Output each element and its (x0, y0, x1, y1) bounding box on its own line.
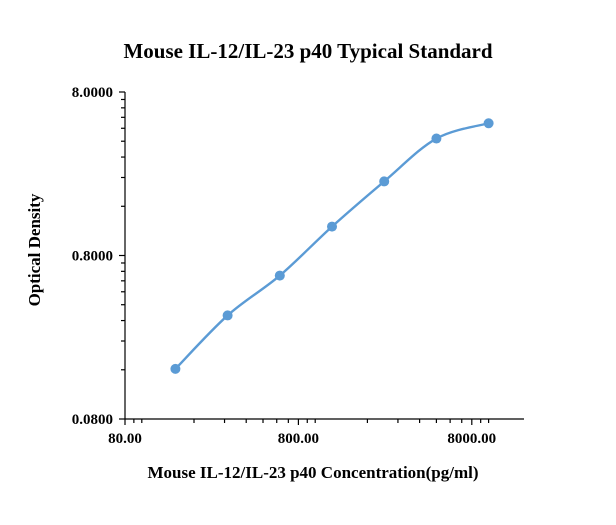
data-point (170, 363, 181, 374)
tick-labels: 80.00 800.00 8000.00 0.0800 0.8000 8.0000 (72, 85, 496, 447)
x-tick-label: 80.00 (108, 431, 142, 447)
x-tick-label: 800.00 (278, 431, 319, 447)
chart-title: Mouse IL-12/IL-23 p40 Typical Standard (123, 39, 492, 63)
y-tick-label: 0.0800 (72, 412, 113, 428)
data-point (483, 118, 494, 129)
x-axis-label: Mouse IL-12/IL-23 p40 Concentration(pg/m… (147, 463, 478, 482)
series-group (170, 118, 494, 374)
y-axis-label: Optical Density (25, 193, 44, 306)
data-point (431, 133, 442, 144)
data-point (274, 270, 285, 281)
y-tick-label: 8.0000 (72, 85, 113, 101)
data-point (379, 176, 390, 187)
x-tick-label: 8000.00 (447, 431, 496, 447)
series-line (174, 122, 489, 370)
axis-ticks (119, 91, 490, 425)
data-point (222, 310, 233, 321)
data-point (327, 221, 338, 232)
y-tick-label: 0.8000 (72, 249, 113, 265)
